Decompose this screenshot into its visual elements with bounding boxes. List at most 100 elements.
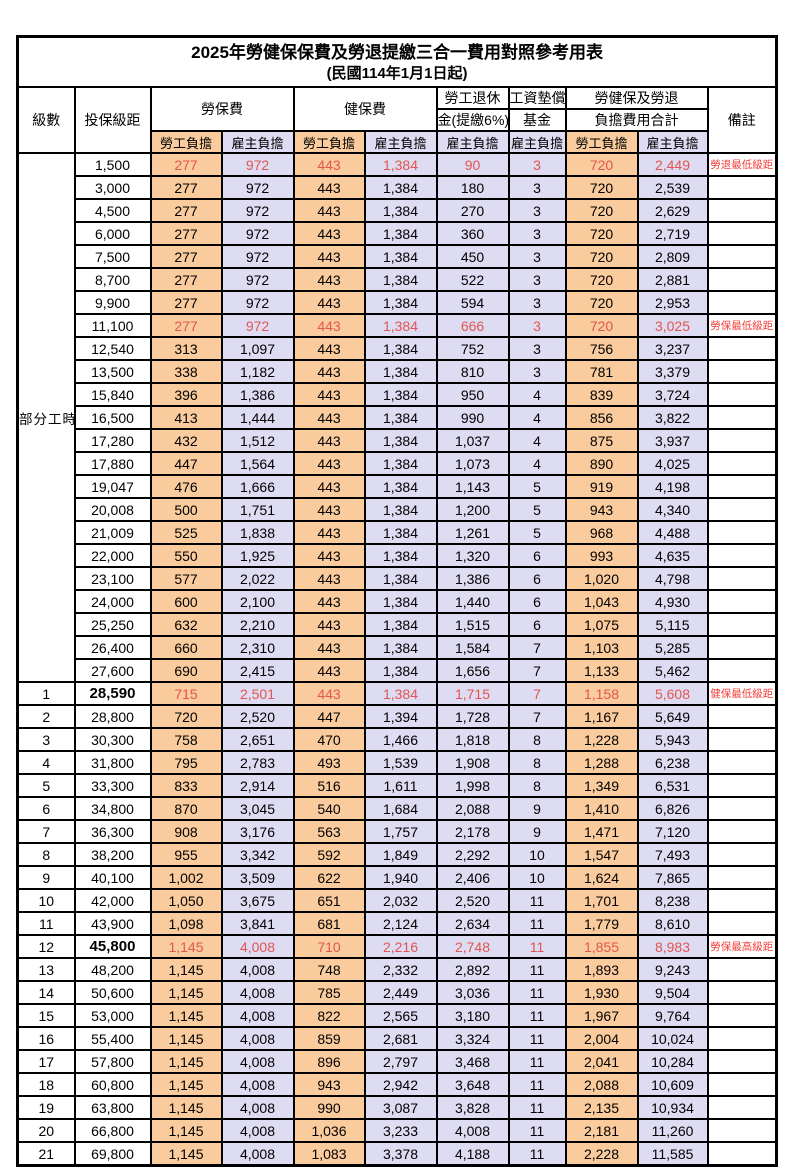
table-row: 13,500 338 1,182 443 1,384 810 3 781 3,379 [18, 359, 778, 384]
bracket-cell: 43,900 [73, 911, 152, 936]
labor-employer-cell: 972 [220, 152, 295, 177]
header-group-row-2: 金(提繳6%) 基金 負擔費用合計 [18, 108, 777, 132]
labor-employer-cell: 972 [220, 198, 295, 223]
pension-employer-cell: 3,648 [435, 1072, 510, 1097]
health-worker-cell: 443 [292, 589, 366, 614]
total-employer-cell: 5,285 [636, 635, 709, 660]
header-bracket: 投保級距 [73, 86, 152, 154]
level-cell: 14 [16, 980, 76, 1005]
total-worker-cell: 2,181 [564, 1118, 639, 1143]
total-employer-cell: 3,237 [636, 336, 709, 361]
pension-employer-cell: 1,908 [435, 750, 510, 775]
wage-fund-employer-cell: 11 [507, 1026, 567, 1051]
wage-fund-employer-cell: 6 [507, 612, 567, 637]
table-title-cell: 2025年勞健保保費及勞退提繳三合一費用對照參考用表 (民國114年1月1日起) [16, 35, 778, 88]
remark-cell [706, 520, 778, 545]
bracket-cell: 15,840 [73, 382, 152, 407]
remark-cell [706, 451, 778, 476]
labor-employer-cell: 2,520 [220, 704, 295, 729]
total-worker-cell: 720 [564, 198, 639, 223]
health-worker-cell: 710 [292, 934, 366, 959]
remark-cell [706, 267, 778, 292]
wage-fund-employer-cell: 3 [507, 290, 567, 315]
total-worker-cell: 1,967 [564, 1003, 639, 1028]
labor-employer-cell: 972 [220, 244, 295, 269]
pension-employer-cell: 2,748 [435, 934, 510, 959]
level-cell: 7 [16, 819, 76, 844]
header-total-line2: 負擔費用合計 [564, 108, 709, 132]
wage-fund-employer-cell: 4 [507, 382, 567, 407]
health-worker-cell: 443 [292, 543, 366, 568]
labor-worker-cell: 1,145 [149, 980, 223, 1005]
total-employer-cell: 6,238 [636, 750, 709, 775]
labor-employer-cell: 2,783 [220, 750, 295, 775]
labor-worker-cell: 632 [149, 612, 223, 637]
health-worker-cell: 822 [292, 1003, 366, 1028]
table-row: 22,000 550 1,925 443 1,384 1,320 6 993 4,635 [18, 543, 778, 568]
table-row: 4 31,800 795 2,783 493 1,539 1,908 8 1,288 6,238 [16, 750, 778, 775]
labor-employer-cell: 3,045 [220, 796, 295, 821]
table-row: 9 40,100 1,002 3,509 622 1,940 2,406 10 1,624 7,8… [16, 865, 778, 890]
wage-fund-employer-cell: 11 [507, 1118, 567, 1143]
labor-worker-cell: 277 [149, 221, 223, 246]
health-employer-cell: 1,394 [363, 704, 438, 729]
total-worker-cell: 1,410 [564, 796, 639, 821]
wage-fund-employer-cell: 7 [507, 681, 567, 706]
health-employer-cell: 2,681 [363, 1026, 438, 1051]
header-pension-line1: 勞工退休 [435, 86, 510, 110]
table-row: 19,047 476 1,666 443 1,384 1,143 5 919 4,198 [18, 474, 778, 499]
level-cell: 10 [16, 888, 76, 913]
bracket-cell: 26,400 [73, 635, 152, 660]
health-employer-cell: 1,384 [363, 244, 438, 269]
wage-fund-employer-cell: 6 [507, 566, 567, 591]
subheader-pension-employer: 雇主負擔 [435, 130, 510, 154]
total-employer-cell: 3,379 [636, 359, 709, 384]
pension-employer-cell: 1,037 [435, 428, 510, 453]
page-title: 2025年勞健保保費及勞退提繳三合一費用對照參考用表 [191, 42, 603, 62]
health-worker-cell: 443 [292, 497, 366, 522]
pension-employer-cell: 752 [435, 336, 510, 361]
total-worker-cell: 720 [564, 290, 639, 315]
total-employer-cell: 2,809 [636, 244, 709, 269]
health-worker-cell: 748 [292, 957, 366, 982]
health-employer-cell: 1,466 [363, 727, 438, 752]
remark-cell [706, 1095, 778, 1120]
wage-fund-employer-cell: 11 [507, 888, 567, 913]
table-row: 17,880 447 1,564 443 1,384 1,073 4 890 4,025 [18, 451, 778, 476]
table-row: 13 48,200 1,145 4,008 748 2,332 2,892 11 1,893 9,… [16, 957, 778, 982]
total-employer-cell: 4,198 [636, 474, 709, 499]
total-worker-cell: 943 [564, 497, 639, 522]
labor-worker-cell: 500 [149, 497, 223, 522]
labor-worker-cell: 1,050 [149, 888, 223, 913]
health-worker-cell: 990 [292, 1095, 366, 1120]
bracket-cell: 22,000 [73, 543, 152, 568]
health-employer-cell: 3,233 [363, 1118, 438, 1143]
total-worker-cell: 1,288 [564, 750, 639, 775]
level-cell: 20 [16, 1118, 76, 1143]
total-employer-cell: 2,449 [636, 152, 709, 177]
labor-worker-cell: 1,145 [149, 1141, 223, 1167]
subheader-total-worker: 勞工負擔 [564, 130, 639, 154]
table-row: 10 42,000 1,050 3,675 651 2,032 2,520 11 1,701 8,… [16, 888, 778, 913]
health-employer-cell: 2,797 [363, 1049, 438, 1074]
total-worker-cell: 720 [564, 152, 639, 177]
remark-cell [706, 773, 778, 798]
total-worker-cell: 720 [564, 221, 639, 246]
table-row: 8 38,200 955 3,342 592 1,849 2,292 10 1,547 7,493 [16, 842, 778, 867]
labor-worker-cell: 1,145 [149, 1072, 223, 1097]
total-worker-cell: 756 [564, 336, 639, 361]
health-employer-cell: 1,757 [363, 819, 438, 844]
subheader-labor-worker: 勞工負擔 [149, 130, 223, 154]
wage-fund-employer-cell: 11 [507, 934, 567, 959]
level-cell: 15 [16, 1003, 76, 1028]
remark-cell [706, 428, 778, 453]
health-employer-cell: 2,449 [363, 980, 438, 1005]
bracket-cell: 8,700 [73, 267, 152, 292]
total-employer-cell: 10,024 [636, 1026, 709, 1051]
total-employer-cell: 3,025 [636, 313, 709, 338]
health-employer-cell: 1,849 [363, 842, 438, 867]
bracket-cell: 4,500 [73, 198, 152, 223]
labor-worker-cell: 720 [149, 704, 223, 729]
health-worker-cell: 540 [292, 796, 366, 821]
health-employer-cell: 1,384 [363, 474, 438, 499]
